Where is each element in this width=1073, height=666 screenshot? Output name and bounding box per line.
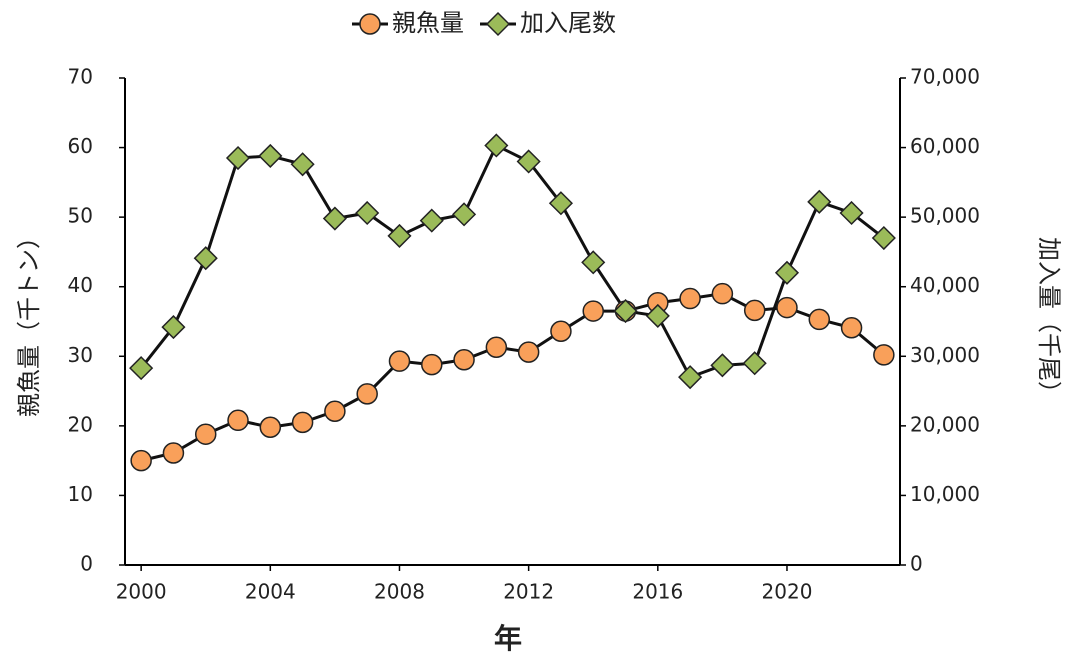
data-point [808,308,831,331]
data-point [742,351,767,376]
data-point [743,299,766,322]
data-point [678,365,703,390]
data-point [421,353,443,376]
y-tick-label: 10 [68,482,93,506]
data-point [356,383,378,405]
data-point [388,350,411,372]
data-point [485,336,508,358]
x-tick-label: 2000 [116,580,167,604]
data-point [807,189,832,214]
data-point [613,299,638,324]
data-point [582,300,604,322]
x-tick-label: 2004 [245,580,296,604]
data-point [162,442,185,464]
legend-label: 加入尾数 [520,9,616,37]
data-point [776,296,798,319]
legend-label: 親魚量 [392,9,464,37]
data-point [548,191,573,216]
x-tick-label: 2020 [762,580,813,604]
x-tick-label: 2016 [632,580,683,604]
data-point [484,133,509,158]
data-point [290,152,315,177]
y2-tick-label: 60,000 [910,134,980,158]
y2-tick-label: 70,000 [910,65,980,89]
y-tick-label: 70 [68,65,93,89]
data-point [840,317,863,339]
y2-tick-label: 30,000 [910,343,980,367]
data-point [258,143,283,168]
data-point [194,423,217,445]
y-tick-label: 50 [68,204,93,228]
y2-tick-label: 0 [910,552,923,576]
data-point [130,449,152,472]
legend-marker [485,11,511,37]
x-axis-title: 年 [494,622,522,655]
data-point [516,149,541,174]
data-point [550,320,572,342]
data-point [645,303,670,328]
data-point [774,260,800,285]
data-point [291,411,314,434]
data-point [581,250,606,275]
data-point [679,287,701,310]
x-tick-label: 2012 [503,580,554,604]
y-tick-label: 0 [80,552,93,576]
data-point [227,409,249,432]
y-axis-title: 親魚量（千トン） [15,225,43,417]
y2-tick-label: 50,000 [910,204,980,228]
data-point [453,349,475,371]
data-point [322,206,347,231]
data-point [871,225,896,251]
legend-marker [359,13,381,35]
data-point [225,145,251,171]
y2-tick-label: 40,000 [910,273,980,297]
y-tick-label: 60 [68,134,93,158]
data-point [711,282,734,305]
data-point [839,200,864,226]
y2-tick-label: 20,000 [910,412,980,436]
y-tick-label: 30 [68,343,93,367]
y-tick-label: 40 [68,273,93,297]
data-point [259,416,282,438]
series-line [140,292,885,463]
x-tick-label: 2008 [374,580,425,604]
data-point [355,200,380,226]
data-point [324,400,346,422]
data-point [517,341,540,363]
data-point [161,315,186,340]
series-line [139,143,885,380]
data-point [193,246,218,271]
data-point [129,356,154,381]
data-point [873,344,895,366]
y2-axis-title: 加入量（千尾） [1035,237,1063,405]
y2-tick-label: 10,000 [910,482,980,506]
data-point [710,353,735,378]
data-point [387,223,412,248]
data-point [452,202,477,227]
y-tick-label: 20 [68,412,93,436]
data-point [419,208,444,233]
